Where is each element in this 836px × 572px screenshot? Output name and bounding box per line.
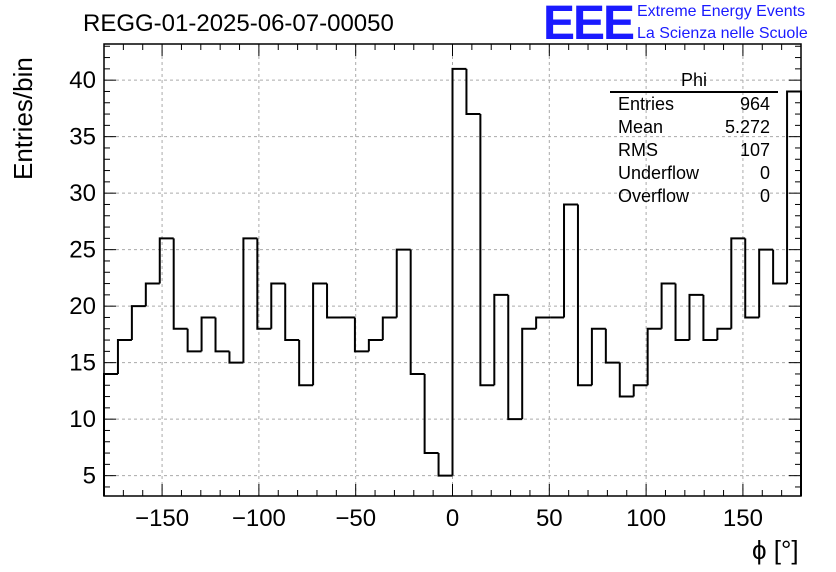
histogram-bin <box>646 327 662 386</box>
histogram-bins <box>103 67 802 496</box>
histogram-bin <box>158 237 174 284</box>
histogram-bin <box>465 68 481 116</box>
histogram-bin <box>353 317 369 353</box>
stats-row-entries: Entries 964 <box>610 93 778 116</box>
x-tick-label: −150 <box>135 505 189 532</box>
histogram-bin <box>423 373 439 455</box>
histogram-bin <box>535 316 551 329</box>
stats-row-overflow: Overflow 0 <box>610 185 778 208</box>
histogram-bin <box>395 248 411 318</box>
histogram-bin <box>772 249 788 285</box>
y-tick-label: 35 <box>69 124 96 151</box>
x-tick-label: 0 <box>446 505 459 532</box>
y-axis-label: Entries/bin <box>8 57 38 180</box>
histogram-bin <box>786 90 802 496</box>
chart-title: REGG-01-2025-06-07-00050 <box>83 10 394 37</box>
histogram-bin <box>228 351 244 364</box>
histogram-bin <box>493 293 509 386</box>
histogram-bin <box>479 114 495 387</box>
y-tick-label: 25 <box>69 237 96 264</box>
x-tick-label: 150 <box>723 505 763 532</box>
stats-row-underflow: Underflow 0 <box>610 162 778 185</box>
histogram-bin <box>702 294 718 342</box>
histogram-bin <box>716 327 732 341</box>
stats-label: Overflow <box>618 186 690 206</box>
logo-subtitle-2: La Scienza nelle Scuole <box>637 25 808 42</box>
histogram-bin <box>632 384 648 397</box>
histogram-bin <box>744 238 760 319</box>
stats-name: Phi <box>610 70 778 93</box>
logo-subtitle-1: Extreme Energy Events <box>637 3 806 20</box>
stats-value: 0 <box>759 163 770 183</box>
histogram-bin <box>200 316 216 352</box>
histogram-bin <box>521 327 537 420</box>
stats-value: 107 <box>739 140 770 160</box>
stats-value: 0 <box>759 186 770 206</box>
x-tick-label: 50 <box>536 505 563 532</box>
stats-label: Underflow <box>618 163 700 183</box>
histogram-bin <box>214 317 230 353</box>
histogram-bin <box>688 293 704 341</box>
histogram-bin <box>256 238 272 330</box>
x-tick-label: −100 <box>232 505 286 532</box>
histogram-bin <box>130 305 146 341</box>
histogram-bin <box>116 339 132 374</box>
histogram-bin <box>730 237 746 329</box>
histogram-bin <box>103 372 118 496</box>
stats-row-rms: RMS 107 <box>610 139 778 162</box>
y-tick-label: 5 <box>83 463 96 490</box>
stats-value: 964 <box>739 94 770 114</box>
x-axis-label: ϕ [°] <box>752 535 799 565</box>
histogram-bin <box>242 237 258 363</box>
histogram-bin <box>298 340 314 387</box>
histogram-bin <box>312 282 328 386</box>
stats-label: RMS <box>618 140 658 160</box>
histogram-bin <box>270 282 286 329</box>
histogram-bin <box>367 339 383 352</box>
histogram-bin <box>507 294 523 421</box>
x-tick-label: −50 <box>335 505 376 532</box>
histogram-bin <box>409 249 425 375</box>
x-tick-label: 100 <box>626 505 666 532</box>
stats-label: Entries <box>618 94 675 114</box>
histogram-bin <box>604 328 620 364</box>
histogram-bin <box>674 283 690 342</box>
histogram-bin <box>758 248 774 318</box>
histogram-bin <box>618 362 634 398</box>
histogram-bin <box>590 327 606 386</box>
histogram-bin <box>381 316 397 341</box>
y-tick-label: 20 <box>69 293 96 320</box>
y-tick-label: 10 <box>69 406 96 433</box>
histogram-bin <box>563 203 578 318</box>
histogram-bin <box>660 282 676 329</box>
histogram-bin <box>186 328 202 353</box>
histogram-bin <box>326 283 341 319</box>
eee-logo: EEE <box>543 0 635 50</box>
y-tick-label: 30 <box>69 180 96 207</box>
histogram-bin <box>576 204 592 387</box>
histogram-bin <box>437 453 453 477</box>
stats-value: 5.272 <box>724 117 770 137</box>
y-tick-label: 15 <box>69 350 96 377</box>
y-tick-label: 40 <box>69 67 96 94</box>
stats-row-mean: Mean 5.272 <box>610 116 778 139</box>
stats-box: Phi Entries 964 Mean 5.272 RMS 107 Under… <box>610 70 778 208</box>
histogram-bin <box>284 283 300 342</box>
histogram-bin <box>451 67 467 476</box>
histogram-bin <box>172 238 188 330</box>
histogram-bin <box>144 282 160 307</box>
stats-label: Mean <box>618 117 664 137</box>
